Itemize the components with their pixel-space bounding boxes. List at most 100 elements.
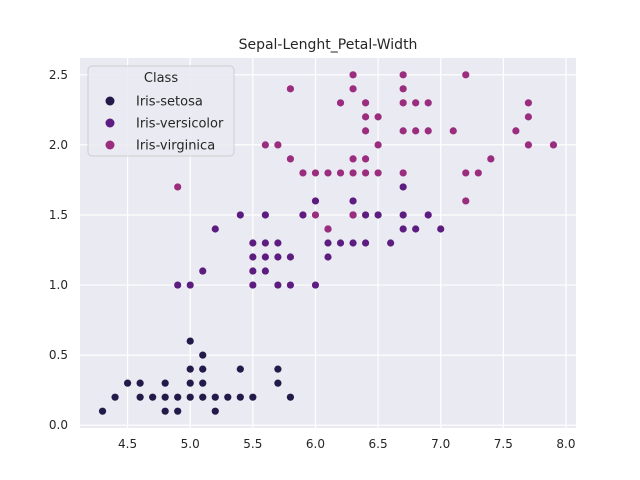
data-point-iris-setosa <box>199 351 207 359</box>
data-point-iris-virginica <box>361 99 370 107</box>
x-tick-label: 7.5 <box>494 437 513 451</box>
data-point-iris-virginica <box>424 127 432 135</box>
data-point-iris-versicolor <box>211 225 219 233</box>
data-point-iris-virginica <box>349 169 357 177</box>
y-tick-label: 0.0 <box>49 418 68 432</box>
data-point-iris-versicolor <box>261 211 269 219</box>
data-point-iris-virginica <box>299 169 307 177</box>
y-tick-label: 2.5 <box>49 68 68 82</box>
x-tick-label: 6.0 <box>306 437 325 451</box>
data-point-iris-versicolor <box>236 211 244 219</box>
data-point-iris-setosa <box>98 407 107 415</box>
data-point-iris-setosa <box>174 407 182 415</box>
data-point-iris-setosa <box>199 379 207 387</box>
data-point-iris-virginica <box>361 127 370 135</box>
data-point-iris-versicolor <box>249 281 257 289</box>
legend-label: Iris-virginica <box>136 139 215 154</box>
data-points <box>98 71 558 415</box>
data-point-iris-versicolor <box>412 225 420 233</box>
data-point-iris-virginica <box>412 99 420 107</box>
data-point-iris-versicolor <box>361 239 370 247</box>
legend-marker <box>105 118 115 128</box>
data-point-iris-versicolor <box>261 239 269 247</box>
y-tick-label: 2.0 <box>49 138 68 152</box>
data-point-iris-setosa <box>136 379 144 387</box>
data-point-iris-setosa <box>174 393 182 401</box>
y-tick-label: 1.0 <box>49 278 68 292</box>
data-point-iris-versicolor <box>286 281 295 289</box>
data-point-iris-versicolor <box>311 197 320 205</box>
data-point-iris-setosa <box>211 393 219 401</box>
data-point-iris-versicolor <box>199 267 207 275</box>
data-point-iris-setosa <box>236 393 244 401</box>
data-point-iris-virginica <box>286 155 295 163</box>
data-point-iris-virginica <box>399 99 407 107</box>
data-point-iris-setosa <box>199 393 207 401</box>
data-point-iris-versicolor <box>274 281 282 289</box>
data-point-iris-setosa <box>199 365 207 373</box>
data-point-iris-versicolor <box>349 239 357 247</box>
data-point-iris-virginica <box>524 99 533 107</box>
data-point-iris-virginica <box>361 169 370 177</box>
chart-title: Sepal-Lenght_Petal-Width <box>239 37 418 53</box>
data-point-iris-virginica <box>399 169 407 177</box>
data-point-iris-virginica <box>462 169 470 177</box>
data-point-iris-versicolor <box>286 253 295 261</box>
data-point-iris-virginica <box>462 71 470 79</box>
data-point-iris-setosa <box>186 337 194 345</box>
x-tick-label: 7.0 <box>431 437 450 451</box>
data-point-iris-setosa <box>149 393 157 401</box>
data-point-iris-setosa <box>161 393 169 401</box>
data-point-iris-virginica <box>487 155 495 163</box>
data-point-iris-versicolor <box>374 211 382 219</box>
x-tick-label: 5.5 <box>243 437 262 451</box>
data-point-iris-versicolor <box>399 183 407 191</box>
data-point-iris-versicolor <box>349 197 357 205</box>
data-point-iris-setosa <box>186 393 194 401</box>
data-point-iris-versicolor <box>387 239 395 247</box>
data-point-iris-versicolor <box>249 267 257 275</box>
data-point-iris-virginica <box>512 127 520 135</box>
data-point-iris-setosa <box>161 379 169 387</box>
legend: Class Iris-setosa Iris-versicolor Iris-vir… <box>87 65 235 157</box>
data-point-iris-virginica <box>374 141 382 149</box>
legend-marker <box>105 96 115 106</box>
data-point-iris-versicolor <box>261 253 269 261</box>
legend-title: Class <box>144 71 178 86</box>
data-point-iris-virginica <box>324 225 332 233</box>
data-point-iris-setosa <box>286 393 295 401</box>
data-point-iris-virginica <box>274 141 282 149</box>
data-point-iris-virginica <box>336 169 345 177</box>
data-point-iris-virginica <box>374 169 382 177</box>
data-point-iris-setosa <box>211 407 219 415</box>
x-tick-label: 4.5 <box>118 437 137 451</box>
x-tick-label: 6.5 <box>369 437 388 451</box>
data-point-iris-versicolor <box>336 239 345 247</box>
data-point-iris-versicolor <box>324 239 332 247</box>
data-point-iris-virginica <box>349 85 357 93</box>
data-point-iris-virginica <box>399 127 407 135</box>
data-point-iris-versicolor <box>249 239 257 247</box>
x-tick-label: 5.0 <box>181 437 200 451</box>
data-point-iris-virginica <box>349 155 357 163</box>
data-point-iris-virginica <box>524 113 533 121</box>
data-point-iris-versicolor <box>424 211 432 219</box>
data-point-iris-virginica <box>549 141 558 149</box>
data-point-iris-virginica <box>336 99 345 107</box>
data-point-iris-versicolor <box>249 253 257 261</box>
x-tick-label: 8.0 <box>556 437 575 451</box>
data-point-iris-versicolor <box>437 225 445 233</box>
y-tick-labels: 0.0 0.5 1.0 1.5 2.0 2.5 <box>49 68 68 432</box>
data-point-iris-virginica <box>462 197 470 205</box>
data-point-iris-virginica <box>412 127 420 135</box>
data-point-iris-virginica <box>361 155 370 163</box>
data-point-iris-virginica <box>449 127 457 135</box>
legend-marker <box>105 140 115 150</box>
data-point-iris-virginica <box>324 169 332 177</box>
data-point-iris-versicolor <box>261 267 269 275</box>
data-point-iris-versicolor <box>324 253 332 261</box>
data-point-iris-virginica <box>399 71 407 79</box>
data-point-iris-setosa <box>136 393 144 401</box>
data-point-iris-setosa <box>224 393 232 401</box>
